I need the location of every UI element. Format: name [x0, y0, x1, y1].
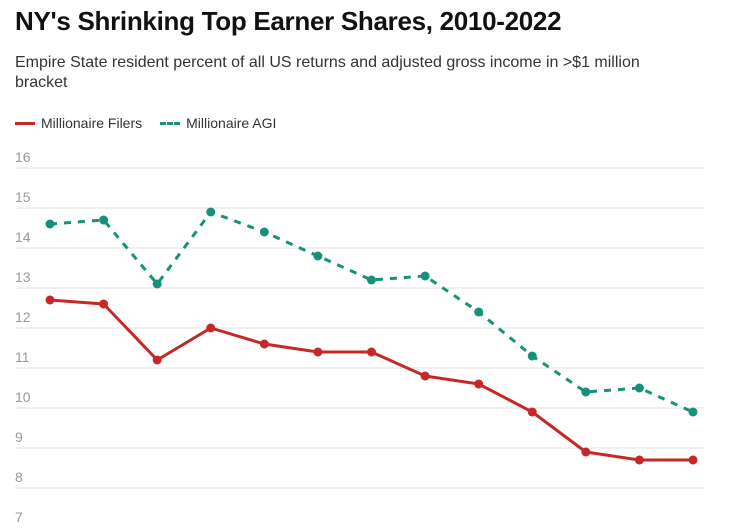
legend-swatch-filers — [15, 121, 35, 125]
data-point-agi-2013[interactable] — [206, 207, 216, 217]
y-tick-label: 9 — [15, 429, 23, 445]
series-line-filers — [49, 298, 693, 462]
data-point-filers-2015[interactable] — [313, 347, 323, 357]
data-point-filers-2017[interactable] — [420, 371, 430, 381]
legend-label-agi: Millionaire AGI — [186, 115, 277, 131]
y-tick-label: 13 — [15, 269, 31, 285]
data-point-filers-2010[interactable] — [45, 295, 55, 305]
y-tick-label: 12 — [15, 309, 31, 325]
data-point-filers-2016[interactable] — [367, 347, 376, 357]
data-point-agi-2015[interactable] — [313, 251, 323, 261]
legend-swatch-agi — [160, 121, 181, 125]
data-point-filers-2013[interactable] — [206, 323, 216, 333]
y-tick-label: 14 — [15, 229, 31, 245]
y-tick-label: 15 — [15, 189, 31, 205]
legend-item-filers: Millionaire Filers — [15, 115, 142, 131]
data-point-agi-2014[interactable] — [259, 227, 269, 237]
data-point-filers-2021[interactable] — [634, 455, 644, 465]
y-tick-label: 10 — [15, 389, 31, 405]
data-point-agi-2016[interactable] — [367, 275, 376, 285]
chart-subtitle: Empire State resident percent of all US … — [15, 54, 640, 91]
data-point-agi-2018[interactable] — [474, 307, 484, 317]
data-point-filers-2022[interactable] — [688, 455, 698, 465]
data-point-filers-2014[interactable] — [259, 339, 269, 349]
data-point-filers-2018[interactable] — [474, 379, 484, 389]
legend-label-filers: Millionaire Filers — [41, 115, 143, 131]
data-point-agi-2017[interactable] — [420, 271, 430, 281]
data-point-agi-2012[interactable] — [152, 279, 162, 289]
y-axis-ticks: 7 8 9 10 11 12 13 14 15 16 — [15, 149, 31, 525]
data-point-agi-2020[interactable] — [581, 387, 591, 397]
y-tick-label: 8 — [15, 469, 23, 485]
data-point-filers-2012[interactable] — [152, 355, 162, 365]
y-tick-label: 11 — [15, 349, 30, 365]
data-point-agi-2019[interactable] — [527, 351, 537, 361]
chart-title: NY's Shrinking Top Earner Shares, 2010-2… — [15, 6, 562, 36]
legend-item-agi: Millionaire AGI — [160, 115, 276, 131]
data-point-agi-2011[interactable] — [99, 215, 109, 225]
data-point-agi-2021[interactable] — [634, 383, 644, 393]
series-line-agi — [49, 210, 694, 414]
gridlines — [15, 167, 705, 489]
data-point-agi-2022[interactable] — [688, 407, 698, 417]
series-lines — [45, 207, 698, 465]
data-point-filers-2019[interactable] — [527, 407, 537, 417]
data-point-filers-2011[interactable] — [99, 299, 109, 309]
y-tick-label: 7 — [15, 509, 23, 525]
data-point-agi-2010[interactable] — [45, 219, 55, 229]
data-point-filers-2020[interactable] — [581, 447, 591, 457]
y-tick-label: 16 — [15, 149, 31, 165]
legend: Millionaire Filers Millionaire AGI — [15, 113, 294, 133]
